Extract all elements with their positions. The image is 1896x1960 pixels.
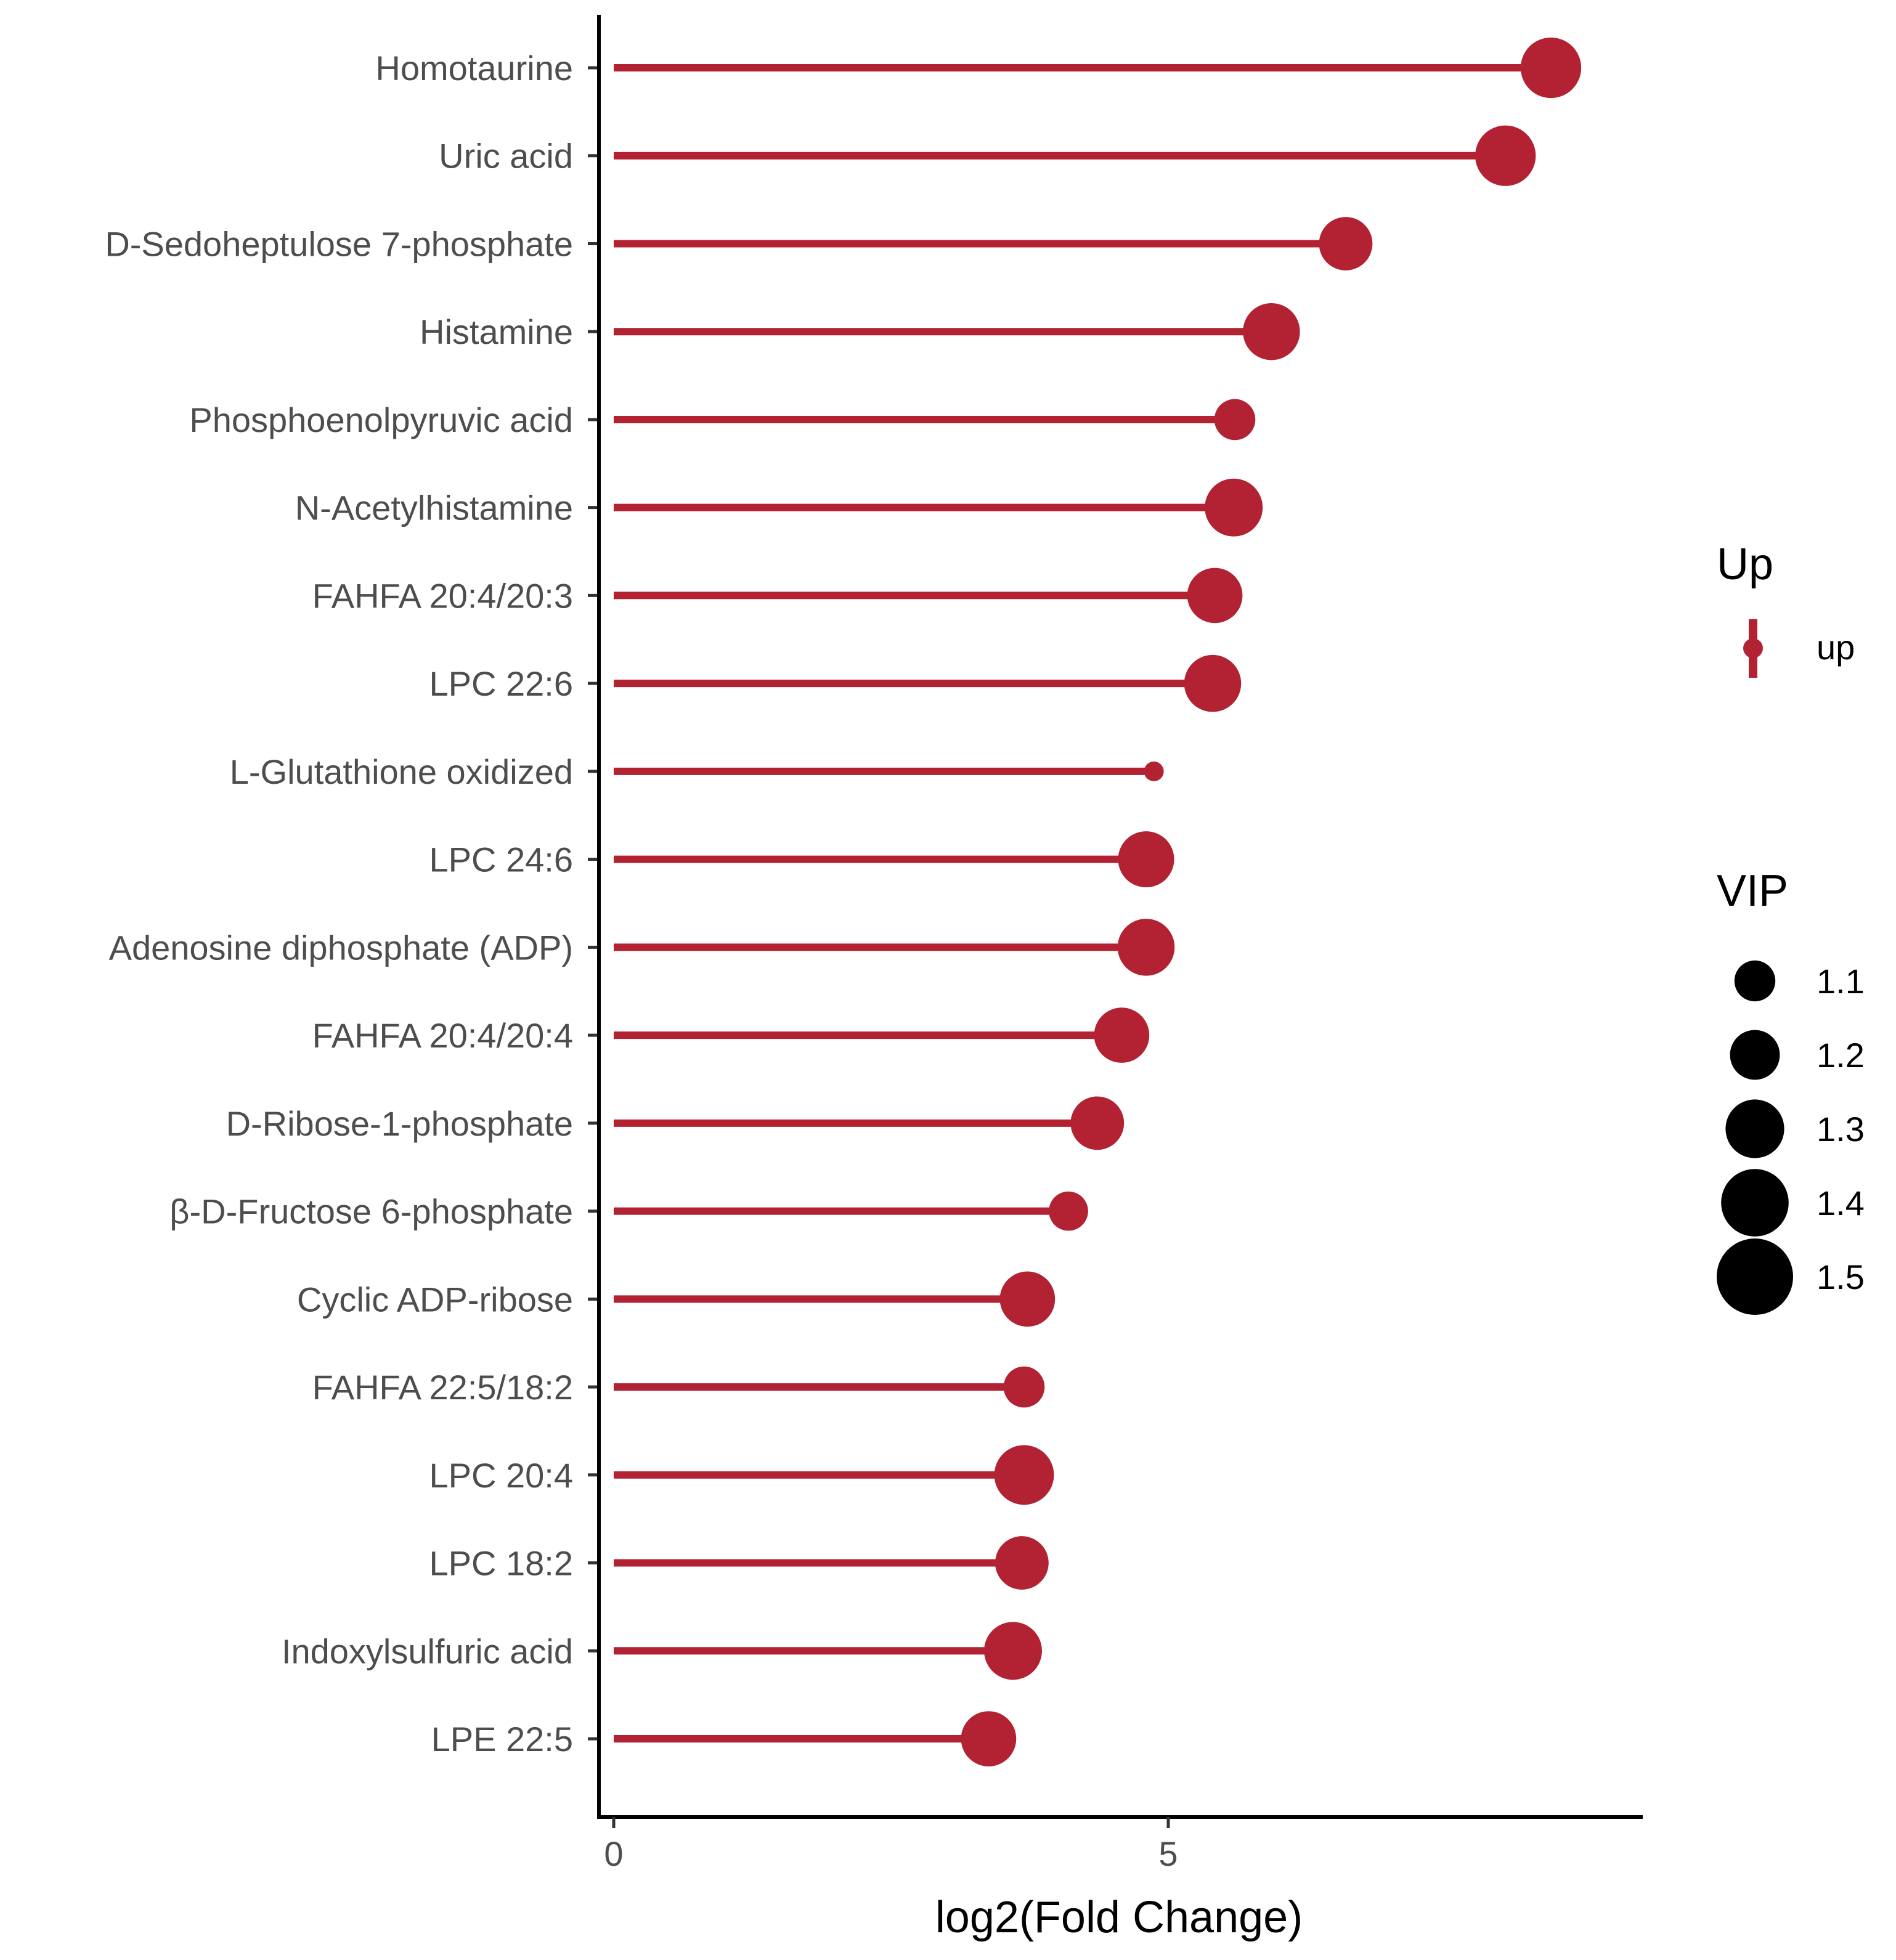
- y-tick-label: LPC 24:6: [429, 840, 574, 879]
- lollipop-point: [961, 1711, 1017, 1767]
- lollipop-point: [1187, 567, 1243, 624]
- x-axis-title: log2(Fold Change): [935, 1893, 1303, 1942]
- x-tick-label: 0: [604, 1834, 623, 1873]
- y-tick-label: Uric acid: [439, 137, 573, 176]
- lollipop-point: [1319, 217, 1373, 270]
- lollipop-points: [961, 37, 1582, 1767]
- legend-size: VIP 1.1 1.2 1.3 1.4 1.5: [1717, 866, 1865, 1315]
- lollipop-point: [1475, 125, 1536, 186]
- legend-color-title: Up: [1717, 540, 1773, 589]
- legend-color: Up up: [1717, 540, 1855, 678]
- y-tick-label: FAHFA 20:4/20:4: [312, 1016, 573, 1055]
- lollipop-point: [1214, 399, 1256, 441]
- y-tick-label: Adenosine diphosphate (ADP): [109, 928, 573, 967]
- y-tick-label: D-Sedoheptulose 7-phosphate: [105, 224, 573, 263]
- y-tick-label: LPC 22:6: [429, 664, 574, 703]
- legend-size-dot: [1721, 1169, 1789, 1237]
- legend-size-label: 1.2: [1817, 1036, 1865, 1075]
- lollipop-point: [999, 1271, 1056, 1327]
- lollipop-point: [1070, 1096, 1125, 1150]
- y-tick-label: β-D-Fructose 6-phosphate: [169, 1192, 573, 1231]
- legend-up-key-dot: [1743, 638, 1763, 658]
- lollipop-point: [1117, 919, 1175, 976]
- legend-size-dot: [1717, 1238, 1793, 1315]
- lollipop-point: [1003, 1366, 1045, 1408]
- lollipop-point: [995, 1536, 1049, 1590]
- y-tick-label: LPC 18:2: [429, 1544, 574, 1583]
- y-tick-label: Histamine: [420, 312, 573, 351]
- y-tick-label: D-Ribose-1-phosphate: [226, 1104, 573, 1143]
- lollipop-stems: [614, 64, 1551, 1742]
- y-tick-label: N-Acetylhistamine: [295, 489, 573, 527]
- lollipop-point: [1184, 654, 1242, 712]
- y-axis-labels: Homotaurine Uric acid D-Sedoheptulose 7-ph…: [105, 49, 573, 1759]
- y-tick-label: Phosphoenolpyruvic acid: [189, 401, 573, 439]
- lollipop-point: [994, 1445, 1054, 1505]
- lollipop-point: [984, 1622, 1042, 1680]
- y-tick-label: L-Glutathione oxidized: [230, 752, 573, 791]
- legend-size-label: 1.3: [1817, 1110, 1865, 1149]
- lollipop-point: [1243, 303, 1300, 360]
- legend-size-dot: [1725, 1099, 1784, 1158]
- y-tick-label: Cyclic ADP-ribose: [297, 1280, 573, 1319]
- lollipop-point: [1118, 831, 1174, 888]
- lollipop-point: [1094, 1007, 1150, 1063]
- legend-size-label: 1.5: [1817, 1258, 1865, 1296]
- x-tick-label: 5: [1158, 1834, 1178, 1873]
- lollipop-point: [1520, 37, 1582, 99]
- legend-size-dot: [1730, 1030, 1780, 1080]
- lollipop-point: [1205, 478, 1263, 537]
- y-tick-label: FAHFA 22:5/18:2: [312, 1368, 573, 1407]
- legend-size-title: VIP: [1717, 866, 1788, 916]
- legend-up-label: up: [1817, 628, 1855, 667]
- legend-size-dot: [1734, 960, 1776, 1002]
- lollipop-point: [1144, 761, 1164, 781]
- y-tick-label: Homotaurine: [375, 49, 573, 87]
- y-tick-label: Indoxylsulfuric acid: [282, 1632, 573, 1670]
- y-tick-label: FAHFA 20:4/20:3: [312, 576, 573, 615]
- lollipop-point: [1049, 1191, 1088, 1231]
- legend-size-label: 1.4: [1817, 1184, 1865, 1222]
- legend-size-label: 1.1: [1817, 962, 1865, 1001]
- y-tick-label: LPE 22:5: [431, 1720, 573, 1759]
- y-tick-label: LPC 20:4: [429, 1456, 574, 1495]
